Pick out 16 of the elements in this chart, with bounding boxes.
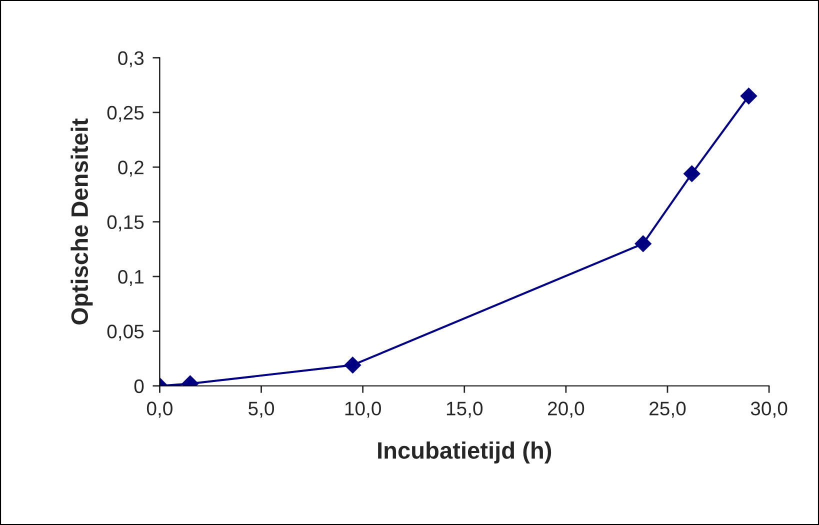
x-axis-title: Incubatietijd (h) <box>378 442 552 464</box>
y-tick-label: 0 <box>134 379 144 394</box>
x-tick-label: 10,0 <box>345 402 381 418</box>
x-tick-label: 5,0 <box>248 402 274 418</box>
x-tick-label: 15,0 <box>446 402 483 418</box>
y-tick-label: 0,2 <box>118 160 144 177</box>
y-tick-label: 0,1 <box>118 270 144 286</box>
y-tick-label: 0,05 <box>107 324 144 341</box>
x-tick-label: 30,0 <box>750 402 788 418</box>
y-tick-label: 0,25 <box>107 106 144 122</box>
x-tick-label: 25,0 <box>650 402 686 418</box>
y-tick-label: 0,15 <box>107 215 144 232</box>
y-axis-title: Optische Densiteit <box>70 118 93 324</box>
y-tick-label: 0,3 <box>118 51 144 68</box>
x-tick-label: 20,0 <box>548 402 584 418</box>
x-tick-label: 0,0 <box>146 402 172 418</box>
